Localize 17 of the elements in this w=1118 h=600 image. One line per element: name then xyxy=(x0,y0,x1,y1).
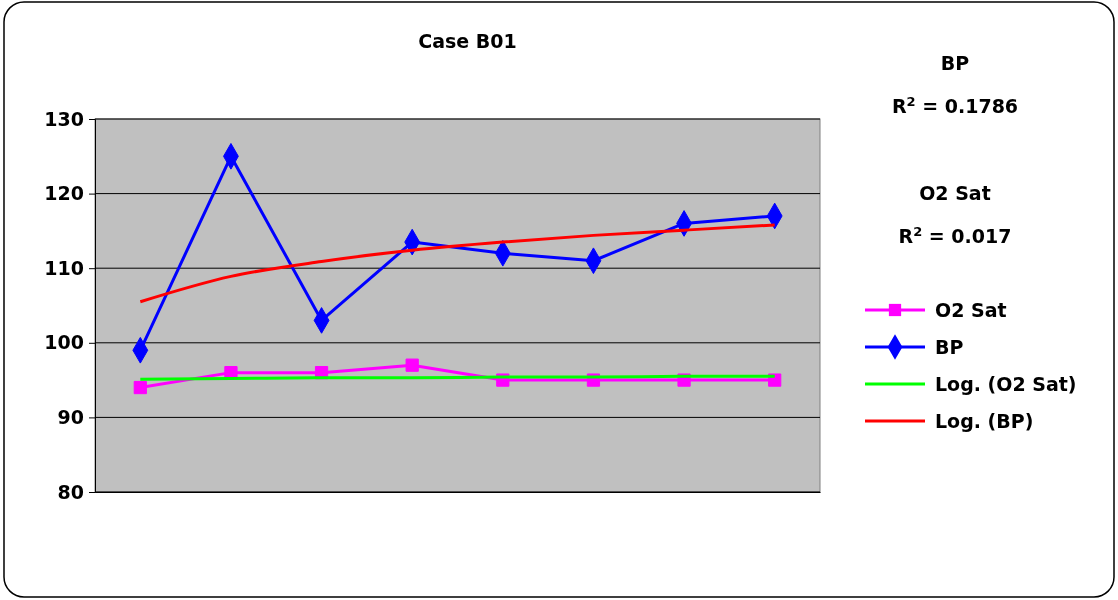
text: BP xyxy=(940,52,970,74)
legend-label: Log. (O2 Sat) xyxy=(935,373,1077,395)
y-tick-label: 120 xyxy=(44,182,84,205)
y-tick-label: 90 xyxy=(57,405,84,428)
y-tick-label: 80 xyxy=(57,480,84,503)
point xyxy=(133,380,147,395)
chart-title: Case B01 xyxy=(418,30,517,52)
y-tick-label: 130 xyxy=(44,107,84,130)
point xyxy=(405,358,419,372)
y-tick-label: 100 xyxy=(44,331,84,354)
text: O2 Sat xyxy=(919,182,991,204)
text: R$^{2}$ = 0.1786 xyxy=(891,93,1019,117)
legend-label: O2 Sat xyxy=(935,299,1007,321)
legend-label: Log. (BP) xyxy=(935,410,1034,432)
y-tick-label: 110 xyxy=(44,256,84,279)
legend-label: BP xyxy=(935,336,964,358)
text: R$^{2}$ = 0.017 xyxy=(898,223,1012,247)
